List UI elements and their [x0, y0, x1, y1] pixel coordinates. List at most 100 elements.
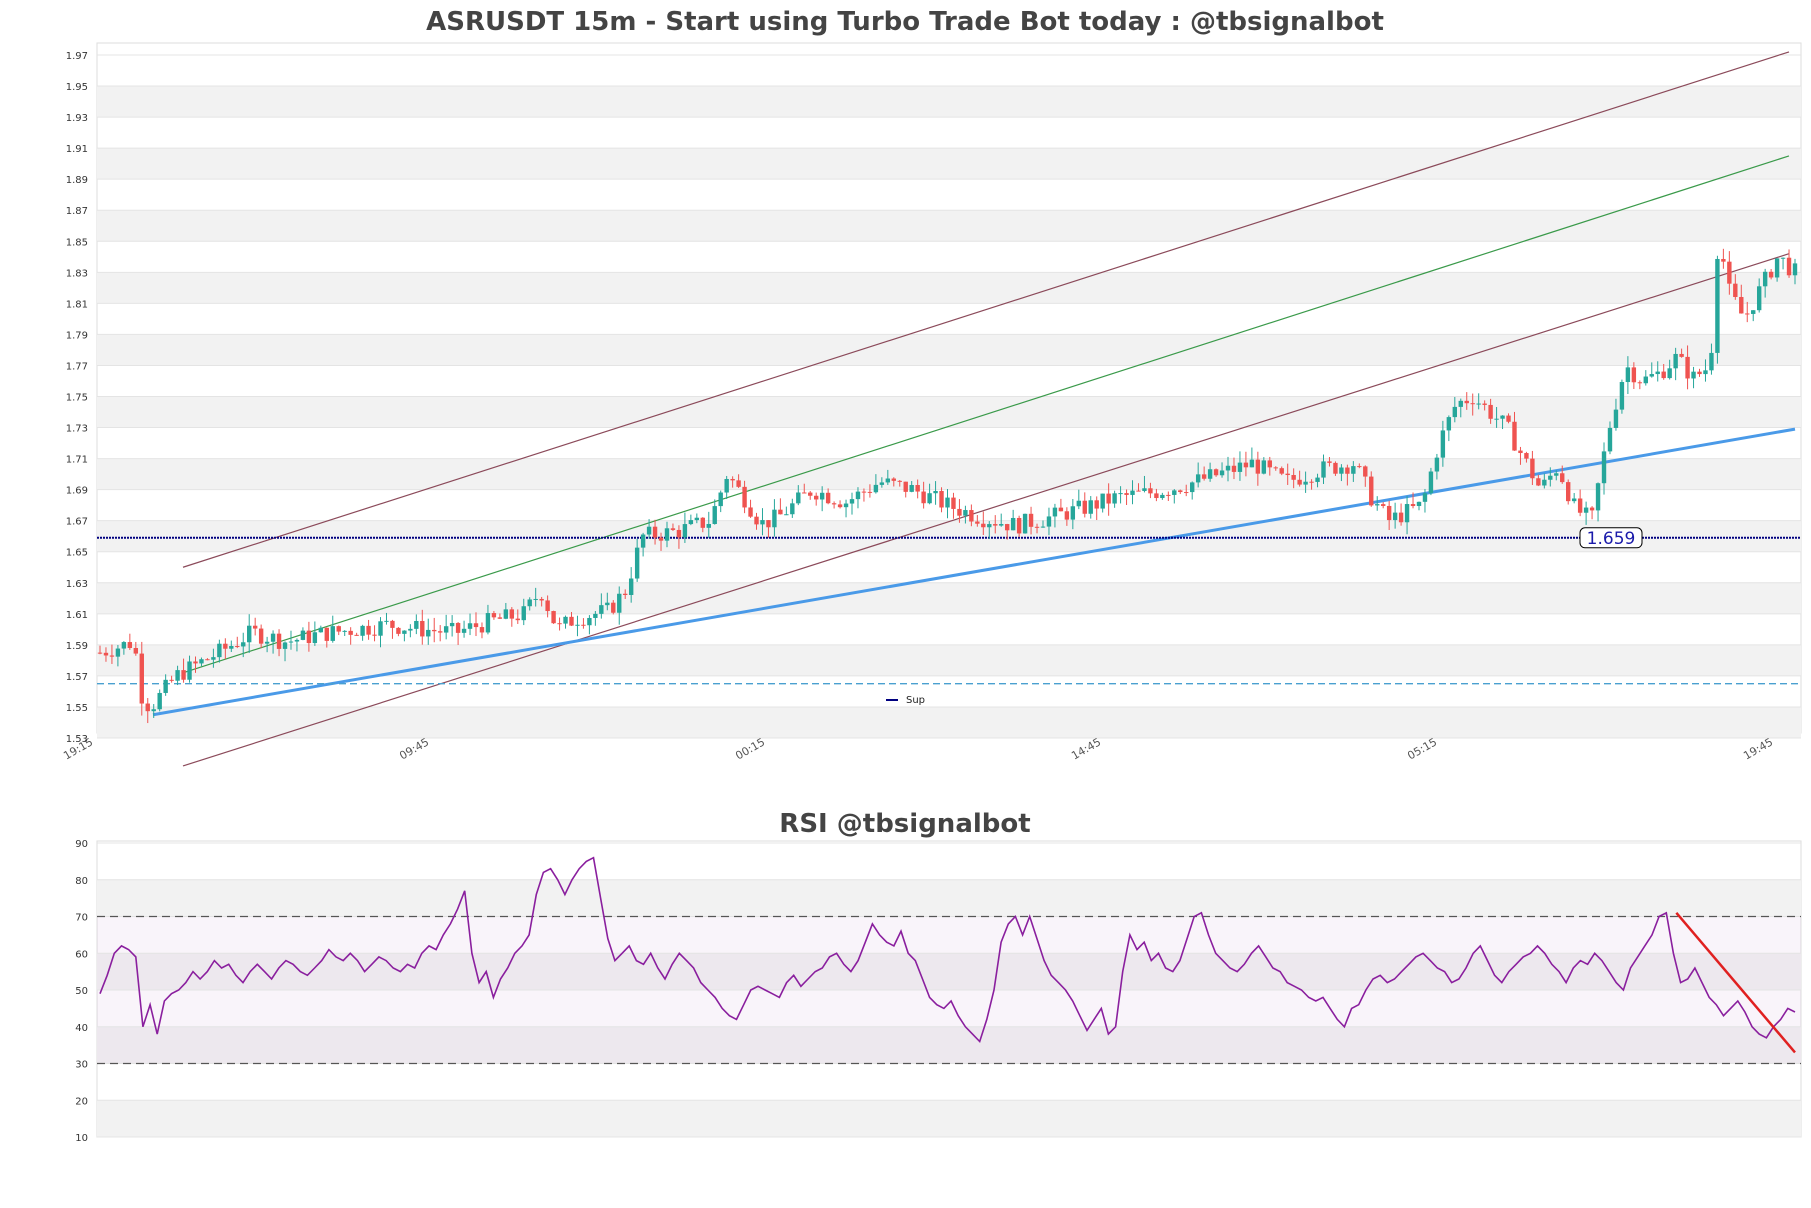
candle-body — [1315, 477, 1320, 482]
candle-body — [772, 509, 777, 528]
candle-body — [1655, 371, 1660, 375]
grid-band — [97, 334, 1801, 366]
candle-body — [1184, 492, 1189, 494]
rsi-y-tick-label: 40 — [75, 1023, 88, 1034]
candle-body — [1733, 283, 1738, 297]
candle-body — [1422, 493, 1428, 502]
candle-body — [742, 486, 747, 508]
candle-body — [282, 642, 288, 649]
candle-body — [1619, 382, 1625, 410]
candle-body — [1709, 352, 1714, 371]
y-tick-label: 1.73 — [66, 424, 88, 435]
grid-band — [97, 396, 1801, 428]
price-label-box — [1579, 527, 1643, 549]
candle-body — [999, 524, 1004, 526]
grid-band — [97, 582, 1801, 614]
candle-body — [1070, 506, 1076, 520]
grid-band — [97, 644, 1801, 676]
candle-body — [1530, 458, 1535, 479]
candle-body — [461, 628, 467, 633]
candle-body — [1243, 462, 1249, 468]
candle-body — [1577, 498, 1583, 513]
candle-body — [1470, 403, 1475, 405]
candle-body — [1452, 406, 1458, 418]
candle-body — [1667, 368, 1672, 379]
candle-body — [1410, 504, 1416, 507]
candle-body — [1601, 451, 1607, 484]
candle-body — [1064, 511, 1070, 520]
candle-body — [1028, 513, 1034, 527]
y-tick-label: 1.79 — [66, 330, 88, 341]
candle-body — [1792, 263, 1798, 276]
candle-body — [1010, 517, 1016, 531]
candle-body — [569, 616, 574, 626]
candle-body — [1273, 467, 1278, 469]
candle-body — [426, 629, 431, 637]
candle-body — [169, 679, 174, 681]
candle-body — [1649, 374, 1654, 377]
x-tick-label: 09:45 — [397, 735, 431, 762]
candle-body — [247, 625, 252, 643]
y-tick-label: 1.91 — [66, 144, 88, 155]
candle-body — [378, 621, 383, 636]
candle-body — [545, 600, 550, 612]
candle-body — [109, 655, 115, 657]
candle-body — [1195, 474, 1201, 483]
candle-body — [885, 478, 891, 483]
candle-body — [843, 503, 849, 508]
candle-body — [676, 529, 682, 538]
y-tick-label: 1.75 — [66, 393, 88, 404]
candle-body — [1321, 461, 1326, 478]
candle-body — [963, 510, 968, 516]
candle-body — [700, 517, 705, 528]
candle-body — [694, 517, 700, 521]
candle-body — [981, 523, 986, 528]
candle-body — [1458, 400, 1463, 407]
x-tick-label: 19:45 — [1741, 735, 1775, 762]
candle-body — [1625, 367, 1631, 383]
y-tick-label: 1.93 — [66, 113, 88, 124]
candle-body — [306, 630, 312, 644]
candle-body — [312, 632, 318, 644]
candle-body — [1004, 524, 1010, 531]
candle-body — [634, 547, 640, 579]
candle-body — [437, 631, 443, 633]
candle-body — [754, 516, 759, 525]
candle-body — [1685, 356, 1690, 379]
candle-body — [509, 609, 515, 619]
candle-body — [276, 633, 282, 649]
candle-body — [825, 492, 831, 504]
main-chart-title: ASRUSDT 15m - Start using Turbo Trade Bo… — [426, 7, 1384, 37]
y-tick-label: 1.67 — [66, 517, 88, 528]
candle-body — [1207, 469, 1213, 479]
candle-body — [1661, 371, 1666, 379]
candle-body — [533, 598, 538, 600]
candle-body — [1739, 296, 1744, 314]
candle-body — [951, 497, 956, 509]
candle-body — [223, 643, 228, 649]
candle-body — [849, 499, 855, 504]
grid-band — [97, 148, 1801, 180]
candle-body — [1285, 473, 1290, 476]
candle-body — [819, 492, 825, 500]
candle-body — [1774, 258, 1780, 278]
candle-body — [527, 599, 532, 607]
candle-body — [229, 646, 234, 649]
candle-body — [1088, 500, 1093, 514]
candle-body — [909, 485, 914, 492]
rsi-y-tick-label: 20 — [75, 1096, 88, 1107]
candle-body — [1046, 516, 1052, 527]
candle-body — [455, 622, 461, 633]
candle-body — [927, 493, 932, 504]
candle-body — [163, 679, 168, 693]
candle-body — [939, 491, 944, 508]
candle-body — [1446, 417, 1452, 431]
candle-body — [611, 602, 616, 613]
candle-body — [921, 491, 926, 504]
channel-lower-line — [182, 253, 1790, 767]
candle-body — [348, 630, 353, 635]
rsi-y-tick-label: 80 — [75, 876, 88, 887]
candle-body — [270, 633, 276, 642]
candle-body — [1201, 474, 1207, 479]
candle-body — [539, 598, 544, 601]
